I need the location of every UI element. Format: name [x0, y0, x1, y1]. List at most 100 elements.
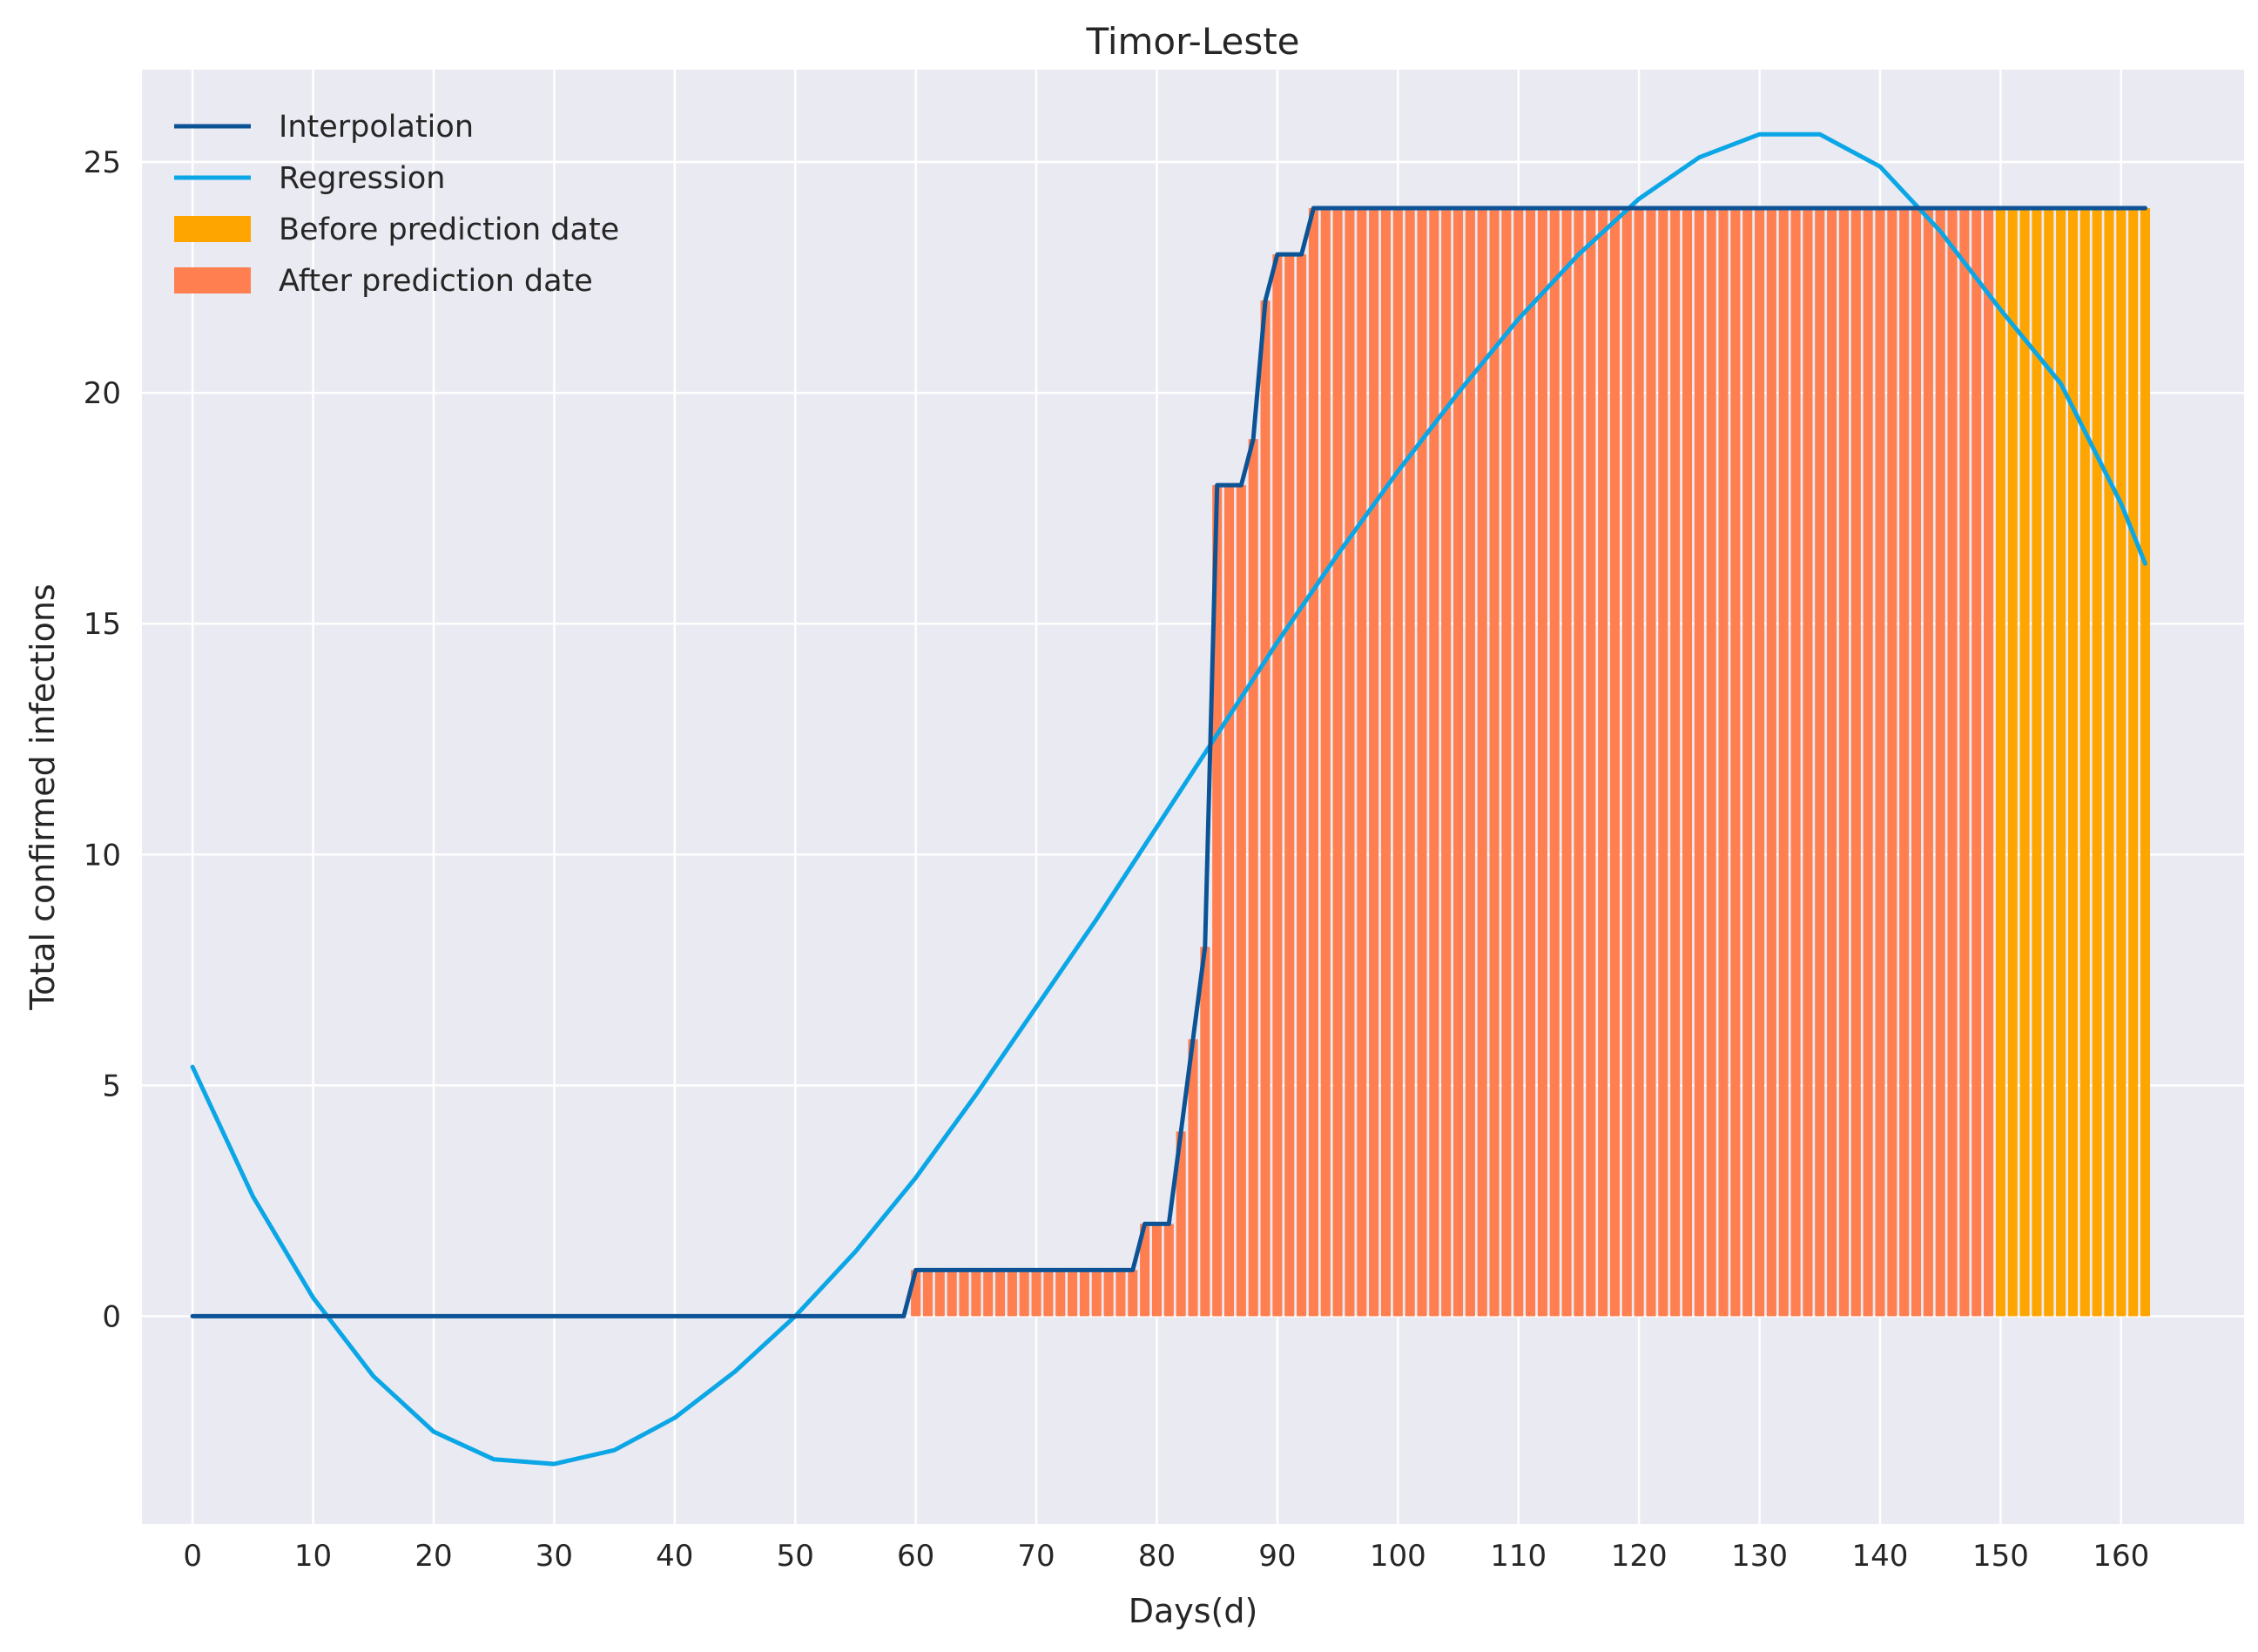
- legend-label-after-prediction: After prediction date: [279, 264, 593, 299]
- x-tick-label: 30: [536, 1539, 573, 1574]
- bar-after-prediction: [1984, 208, 1994, 1317]
- legend-item-before-prediction: Before prediction date: [174, 212, 619, 247]
- bar-series: [911, 208, 2151, 1317]
- bar-after-prediction: [1163, 1224, 1174, 1317]
- bar-after-prediction: [1670, 208, 1681, 1317]
- bar-after-prediction: [1176, 1131, 1186, 1317]
- x-tick-label: 70: [1017, 1539, 1055, 1574]
- bar-after-prediction: [1284, 254, 1295, 1317]
- bar-after-prediction: [1140, 1224, 1150, 1317]
- y-tick-label: 15: [84, 607, 121, 642]
- bar-after-prediction: [1609, 208, 1620, 1317]
- bar-after-prediction: [1658, 208, 1668, 1317]
- x-tick-label: 90: [1258, 1539, 1296, 1574]
- bar-after-prediction: [1959, 208, 1970, 1317]
- bar-after-prediction: [1345, 208, 1355, 1317]
- bar-after-prediction: [1682, 208, 1693, 1317]
- bar-before-prediction: [2007, 208, 2018, 1317]
- bar-after-prediction: [1923, 208, 1933, 1317]
- bar-after-prediction: [1188, 1039, 1198, 1317]
- bar-after-prediction: [983, 1270, 994, 1317]
- bar-after-prediction: [1706, 208, 1716, 1317]
- legend-swatch-after-prediction: [174, 267, 251, 293]
- x-tick-label: 100: [1370, 1539, 1426, 1574]
- bar-after-prediction: [1947, 208, 1958, 1317]
- bar-after-prediction: [1453, 208, 1464, 1317]
- bar-after-prediction: [1815, 208, 1825, 1317]
- bar-after-prediction: [1297, 254, 1307, 1317]
- x-tick-label: 120: [1611, 1539, 1668, 1574]
- bar-before-prediction: [2032, 208, 2042, 1317]
- bar-before-prediction: [2140, 208, 2151, 1317]
- bar-after-prediction: [1357, 208, 1367, 1317]
- bar-before-prediction: [2104, 208, 2114, 1317]
- bar-after-prediction: [1863, 208, 1873, 1317]
- bar-after-prediction: [1272, 254, 1283, 1317]
- x-tick-label: 60: [897, 1539, 934, 1574]
- bar-after-prediction: [1778, 208, 1789, 1317]
- bar-after-prediction: [922, 1270, 934, 1317]
- line-series: [190, 131, 2147, 1467]
- x-tick-label: 130: [1731, 1539, 1788, 1574]
- legend-swatch-before-prediction: [174, 216, 251, 242]
- x-tick-label: 110: [1490, 1539, 1547, 1574]
- bar-after-prediction: [1646, 208, 1656, 1317]
- bar-after-prediction: [1526, 208, 1536, 1317]
- bar-after-prediction: [1875, 208, 1885, 1317]
- bar-before-prediction: [2056, 208, 2066, 1317]
- x-tick-label: 150: [1972, 1539, 2029, 1574]
- bar-after-prediction: [1151, 1224, 1163, 1317]
- x-tick-label: 80: [1138, 1539, 1176, 1574]
- bar-after-prediction: [1634, 208, 1644, 1317]
- bar-after-prediction: [1899, 208, 1910, 1317]
- bar-after-prediction: [1513, 208, 1524, 1317]
- regression-line: [190, 131, 2147, 1467]
- bar-before-prediction: [2128, 208, 2139, 1317]
- bar-after-prediction: [947, 1270, 957, 1317]
- bar-after-prediction: [1320, 208, 1331, 1317]
- bar-after-prediction: [1212, 485, 1223, 1317]
- bar-after-prediction: [1128, 1270, 1138, 1317]
- legend: Interpolation Regression Before predicti…: [174, 110, 619, 299]
- bar-after-prediction: [1537, 208, 1547, 1317]
- bar-before-prediction: [2019, 208, 2030, 1317]
- bar-before-prediction: [2116, 208, 2127, 1317]
- bar-after-prediction: [1441, 208, 1452, 1317]
- bar-before-prediction: [2092, 208, 2102, 1317]
- x-tick-label: 160: [2093, 1539, 2149, 1574]
- bar-after-prediction: [971, 1270, 981, 1317]
- bar-after-prediction: [959, 1270, 969, 1317]
- bar-after-prediction: [1827, 208, 1837, 1317]
- y-tick-label: 20: [84, 376, 121, 411]
- bar-after-prediction: [1043, 1270, 1054, 1317]
- bar-after-prediction: [1007, 1270, 1017, 1317]
- legend-item-interpolation: Interpolation: [174, 110, 474, 145]
- y-tick-label: 0: [102, 1299, 121, 1334]
- bar-before-prediction: [2044, 208, 2054, 1317]
- bar-after-prediction: [1574, 208, 1584, 1317]
- legend-label-interpolation: Interpolation: [279, 110, 474, 145]
- bar-after-prediction: [1561, 208, 1572, 1317]
- bar-after-prediction: [1248, 439, 1258, 1317]
- bar-before-prediction: [2079, 208, 2090, 1317]
- chart-title: Timor-Leste: [1085, 20, 1299, 63]
- bar-before-prediction: [1995, 208, 2005, 1317]
- bar-after-prediction: [911, 1270, 921, 1317]
- bar-after-prediction: [1260, 300, 1271, 1317]
- interpolation-line: [190, 206, 2147, 1318]
- legend-label-regression: Regression: [279, 161, 445, 196]
- bar-after-prediction: [1369, 208, 1379, 1317]
- bar-after-prediction: [1068, 1270, 1078, 1317]
- x-tick-label: 40: [656, 1539, 693, 1574]
- bar-after-prediction: [934, 1270, 945, 1317]
- x-tick-label: 0: [183, 1539, 202, 1574]
- bar-after-prediction: [1621, 208, 1632, 1317]
- y-tick-label: 5: [102, 1069, 121, 1103]
- bar-after-prediction: [1103, 1270, 1114, 1317]
- x-axis-ticks: 0 10 20 30 40 50 60 70 80 90 100 110 120 130 140 150 160: [183, 1539, 2149, 1574]
- y-tick-label: 25: [84, 145, 121, 180]
- bar-after-prediction: [1429, 208, 1439, 1317]
- bar-after-prediction: [1501, 208, 1512, 1317]
- bar-after-prediction: [1380, 208, 1392, 1317]
